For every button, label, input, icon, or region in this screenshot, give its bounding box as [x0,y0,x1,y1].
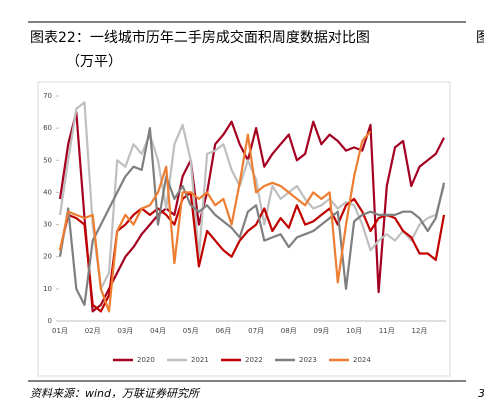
series-line [58,127,446,306]
y-tick-label: 10 [43,285,52,293]
y-tick-label: 60 [43,124,52,132]
series-line [58,111,445,313]
legend-label: 2020 [137,356,155,364]
x-tick-label: 05月 [183,327,199,335]
title: 图表22：一线城市历年二手房成交面积周度数据对比图 [30,29,370,46]
y-tick-label: 20 [43,253,52,261]
x-tick-label: 01月 [52,327,68,335]
page-fragment: 3 [478,387,484,400]
series-line [58,130,372,313]
x-tick-label: 11月 [379,327,395,335]
y-tick-label: 0 [48,317,52,325]
plot: 0 10 20 30 40 50 60 70 01月 02月 03月 04月 05月 06月 07月 08月 0… [43,92,446,364]
x-tick-label: 02月 [85,327,101,335]
x-tick-label: 09月 [313,327,329,335]
legend-label: 2021 [191,356,209,364]
x-tick-label: 03月 [117,327,133,335]
side-fragment: 图 [476,30,484,46]
x-tick-label: 12月 [412,327,428,335]
y-tick-label: 40 [43,188,52,196]
y-tick-label: 50 [43,156,52,164]
y-tick-label: 70 [43,92,52,100]
x-tick-label: 04月 [150,327,166,335]
source: 资料来源：wind，万联证券研究所 [30,387,201,400]
x-tick-label: 08月 [281,327,297,335]
unit: （万平） [66,54,122,70]
chart-frame [37,81,451,377]
legend-label: 2023 [299,356,317,364]
legend-label: 2024 [353,356,371,364]
x-tick-label: 07月 [248,327,264,335]
legend-label: 2022 [245,356,263,364]
x-tick-label: 06月 [215,327,231,335]
series-line [58,191,446,313]
x-tick-label: 10月 [346,327,362,335]
y-tick-label: 30 [43,221,52,229]
